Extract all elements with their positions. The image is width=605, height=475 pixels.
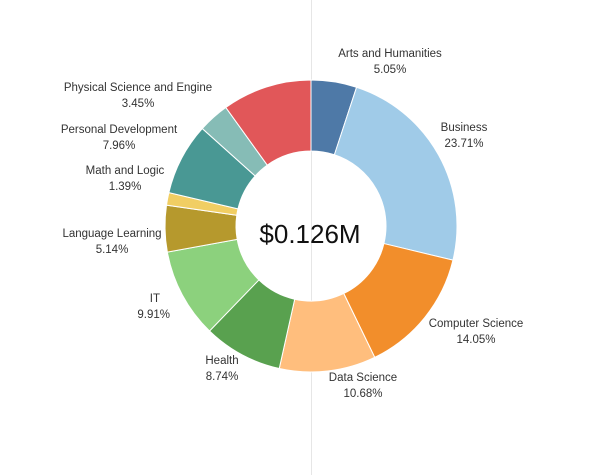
slice-label-value: 8.74% bbox=[206, 371, 239, 383]
slice-label-name: Language Learning bbox=[62, 228, 161, 240]
slice-label-value: 7.96% bbox=[103, 140, 136, 152]
slice-label-name: Math and Logic bbox=[86, 165, 165, 177]
slice-label-name: Health bbox=[205, 355, 238, 367]
slice-label-name: Personal Development bbox=[61, 124, 178, 136]
slice-label-value: 9.91% bbox=[137, 309, 170, 321]
center-total-label: $0.126M bbox=[259, 219, 360, 249]
slice-label-value: 23.71% bbox=[444, 138, 483, 150]
slice-label-value: 3.45% bbox=[122, 98, 155, 110]
slice-label-value: 10.68% bbox=[343, 388, 382, 400]
slice-label-name: Arts and Humanities bbox=[338, 48, 442, 60]
slice-label-name: Computer Science bbox=[429, 318, 524, 330]
center-divider-line bbox=[311, 0, 312, 475]
donut-slices bbox=[164, 79, 458, 373]
slice-label-value: 1.39% bbox=[109, 181, 142, 193]
donut-slice-business bbox=[333, 86, 458, 261]
slice-label-name: Physical Science and Engine bbox=[64, 82, 212, 94]
slice-label-value: 5.05% bbox=[374, 64, 407, 76]
slice-label-name: Business bbox=[441, 122, 488, 134]
slice-label-value: 5.14% bbox=[96, 244, 129, 256]
slice-label-value: 14.05% bbox=[456, 334, 495, 346]
slice-labels: Arts and Humanities 5.05% Business 23.71% Co… bbox=[61, 48, 523, 400]
slice-label-name: IT bbox=[150, 293, 160, 305]
donut-slice-unlabeled bbox=[225, 79, 312, 166]
slice-label-name: Data Science bbox=[329, 372, 397, 384]
